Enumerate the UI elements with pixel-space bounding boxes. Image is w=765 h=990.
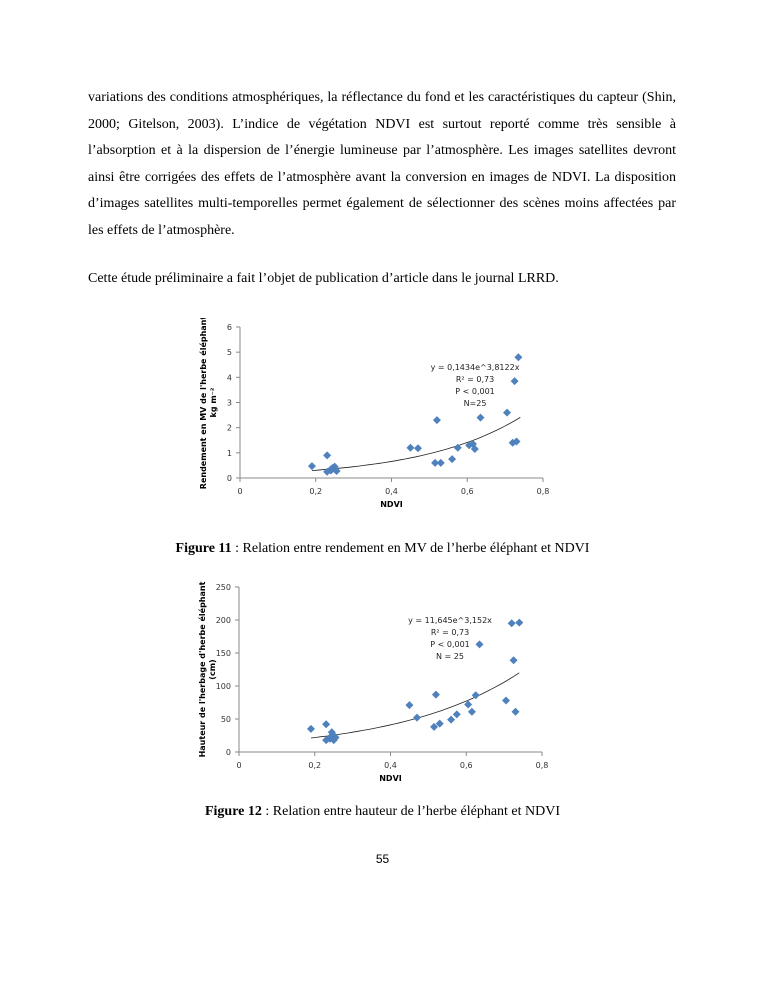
y-tick-label: 150 xyxy=(216,649,231,658)
x-tick-label: 0 xyxy=(237,487,242,496)
y-tick-label: 250 xyxy=(216,583,231,592)
data-point xyxy=(406,443,415,452)
data-point xyxy=(467,707,476,716)
data-point xyxy=(432,416,441,425)
y-tick-label: 3 xyxy=(227,399,232,408)
data-point xyxy=(509,656,518,665)
data-point xyxy=(471,691,480,700)
x-tick-label: 0,8 xyxy=(537,487,550,496)
figure-caption-text: : Relation entre hauteur de l’herbe élép… xyxy=(261,804,561,819)
data-point xyxy=(430,722,439,731)
y-tick-label: 0 xyxy=(226,748,231,757)
data-point xyxy=(510,377,519,386)
data-point xyxy=(476,413,485,422)
data-point xyxy=(511,707,520,716)
regression-annotation: R² = 0,73 xyxy=(431,628,469,637)
y-tick-label: 4 xyxy=(227,373,232,382)
y-tick-label: 50 xyxy=(221,715,231,724)
body-paragraph: Cette étude préliminaire a fait l’objet … xyxy=(88,271,559,286)
data-point xyxy=(514,353,523,362)
y-axis-title: Rendement en MV de l'herbe éléphant xyxy=(198,318,208,489)
x-axis-title: NDVI xyxy=(379,774,402,783)
x-tick-label: 0 xyxy=(236,761,241,770)
x-tick-label: 0,4 xyxy=(385,487,398,496)
regression-annotation: y = 0,1434e^3,8122x xyxy=(431,363,520,372)
data-point xyxy=(464,700,473,709)
y-tick-label: 0 xyxy=(227,474,232,483)
data-point xyxy=(330,465,339,474)
data-point xyxy=(502,696,511,705)
data-point xyxy=(435,719,444,728)
x-tick-label: 0,6 xyxy=(460,761,473,770)
data-point xyxy=(431,690,440,699)
data-point xyxy=(327,728,336,737)
y-tick-label: 1 xyxy=(227,449,232,458)
data-point xyxy=(307,462,316,471)
data-point xyxy=(331,733,340,742)
data-point xyxy=(322,720,331,729)
data-point xyxy=(431,458,440,467)
data-point xyxy=(512,437,521,446)
y-axis-unit: (cm) xyxy=(208,659,217,679)
figure-label: Figure 12 xyxy=(204,804,262,819)
y-tick-label: 2 xyxy=(227,424,232,433)
y-tick-label: 5 xyxy=(227,348,232,357)
figure-caption-text: : Relation entre rendement en MV de l’he… xyxy=(231,541,590,556)
body-paragraph: variations des conditions atmosphériques… xyxy=(88,90,676,238)
page-number: 55 xyxy=(375,852,390,866)
regression-annotation: R² = 0,73 xyxy=(456,375,494,384)
data-point xyxy=(452,710,461,719)
data-point xyxy=(465,441,474,450)
regression-annotation: N = 25 xyxy=(436,652,464,661)
y-tick-label: 6 xyxy=(227,323,232,332)
x-axis-title: NDVI xyxy=(380,500,403,509)
figure-12-caption: Figure 12 : Relation entre hauteur de l’… xyxy=(0,804,765,820)
chart-yield-ndvi: 0 0,2 0,4 0,6 0,8 0 1 2 3 4 5 6 NDVI Rendement en MV … xyxy=(198,318,550,509)
y-axis-title: Hauteur de l'herbage d'herbe éléphant xyxy=(197,581,207,757)
x-tick-label: 0,2 xyxy=(308,761,321,770)
data-point xyxy=(508,438,517,447)
x-tick-label: 0,2 xyxy=(309,487,322,496)
data-point xyxy=(507,619,516,628)
data-point xyxy=(323,451,332,460)
data-point xyxy=(413,713,422,722)
y-tick-label: 100 xyxy=(216,682,231,691)
y-tick-label: 200 xyxy=(216,616,231,625)
data-point xyxy=(436,458,445,467)
regression-annotation: N=25 xyxy=(464,399,487,408)
regression-annotation: y = 11,645e^3,152x xyxy=(408,616,492,625)
trendline xyxy=(310,672,520,739)
x-tick-label: 0,4 xyxy=(384,761,397,770)
data-point xyxy=(447,715,456,724)
data-point xyxy=(503,408,512,417)
figure-label: Figure 11 xyxy=(175,541,232,556)
data-point xyxy=(470,445,479,454)
chart-height-ndvi: 0 0,2 0,4 0,6 0,8 0 50 100 150 200 250 NDVI Hauteur … xyxy=(197,581,549,783)
regression-annotation: P < 0,001 xyxy=(430,640,470,649)
data-point xyxy=(448,455,457,464)
data-point xyxy=(453,443,462,452)
regression-annotation: P < 0,001 xyxy=(455,387,495,396)
trendline xyxy=(311,417,521,471)
figure-11-caption: Figure 11 : Relation entre rendement en … xyxy=(0,541,765,557)
y-axis-unit: kg m⁻² xyxy=(209,387,218,417)
data-point xyxy=(405,701,414,710)
x-tick-label: 0,6 xyxy=(461,487,474,496)
data-point xyxy=(306,724,315,733)
data-point xyxy=(414,444,423,453)
x-tick-label: 0,8 xyxy=(536,761,549,770)
data-point xyxy=(515,618,524,627)
data-point xyxy=(475,640,484,649)
